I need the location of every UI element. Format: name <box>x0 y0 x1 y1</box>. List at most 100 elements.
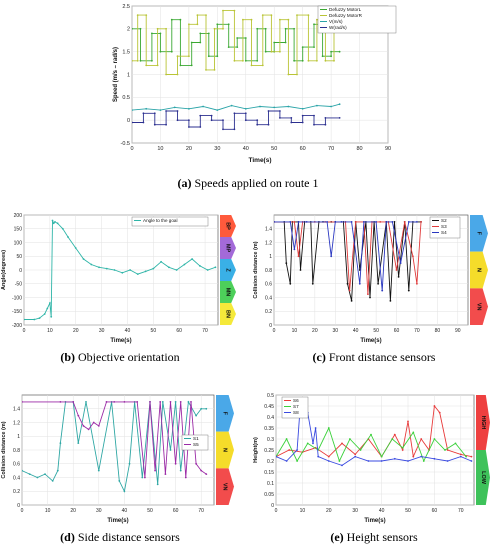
data-point <box>190 401 192 403</box>
data-point <box>142 112 145 115</box>
data-point <box>341 442 343 445</box>
data-point <box>313 46 315 48</box>
x-tick-label: 20 <box>312 328 318 334</box>
data-point <box>145 64 148 67</box>
data-point <box>188 119 190 122</box>
x-tick-label: 60 <box>176 328 182 334</box>
data-point <box>270 50 273 53</box>
data-point <box>169 401 172 403</box>
data-point <box>188 55 190 58</box>
x-tick-label: 60 <box>394 328 400 334</box>
data-point <box>307 59 310 62</box>
data-point <box>139 59 142 62</box>
data-point <box>174 401 177 403</box>
data-point <box>264 50 267 53</box>
x-tick-label: 30 <box>99 328 105 334</box>
data-point <box>284 27 287 30</box>
data-point <box>242 18 244 21</box>
data-point <box>338 103 341 106</box>
data-point <box>348 289 351 292</box>
data-point <box>82 258 85 260</box>
data-point <box>358 282 361 285</box>
data-point <box>164 473 167 475</box>
legend-box <box>317 5 397 34</box>
data-point <box>270 14 273 16</box>
y-tick-label: 0.4 <box>267 415 274 421</box>
caption-b-letter: (b) <box>60 350 76 364</box>
data-point <box>222 119 224 122</box>
x-tick-label: 10 <box>45 508 51 514</box>
data-point <box>264 27 267 30</box>
caption-a: (a) Speeds applied on route 1 <box>0 176 496 191</box>
data-point <box>244 119 247 122</box>
data-point <box>324 59 327 62</box>
series-group <box>24 219 217 321</box>
data-point <box>85 401 87 403</box>
x-tick-label: 90 <box>455 328 461 334</box>
data-point <box>393 221 396 223</box>
data-point <box>141 476 144 479</box>
data-point <box>244 59 247 62</box>
data-point <box>210 114 213 117</box>
data-point <box>188 107 190 110</box>
data-point <box>354 221 357 223</box>
data-point <box>74 247 77 249</box>
data-point <box>349 438 351 440</box>
data-point <box>22 469 23 472</box>
caption-a-letter: (a) <box>177 176 192 190</box>
data-point <box>333 59 335 62</box>
data-point <box>216 23 219 26</box>
x-tick-label: 0 <box>21 508 24 514</box>
data-point <box>222 128 224 131</box>
data-point <box>236 37 239 39</box>
data-point <box>433 457 436 460</box>
y-tick-label: 0.6 <box>265 282 272 288</box>
data-point <box>380 460 383 462</box>
data-point <box>301 59 304 62</box>
data-point <box>233 112 236 115</box>
data-point <box>46 307 49 310</box>
y-tick-label: 1.2 <box>265 240 272 246</box>
data-point <box>285 262 288 264</box>
data-point <box>142 121 145 124</box>
data-point <box>169 449 172 451</box>
y-axis-label: Collision distance (m) <box>1 421 7 478</box>
y-tick-label: 200 <box>14 213 23 219</box>
data-point <box>24 318 25 321</box>
data-point <box>136 401 139 403</box>
x-tick-label: 30 <box>332 328 338 334</box>
x-axis-label: Time(s) <box>249 157 272 164</box>
data-point <box>22 401 23 403</box>
data-point <box>377 282 379 285</box>
x-tick-label: 50 <box>405 508 411 514</box>
data-point <box>288 449 291 451</box>
data-point <box>244 112 247 115</box>
data-point <box>44 473 46 475</box>
data-point <box>144 476 146 479</box>
y-tick-label: -200 <box>12 323 22 329</box>
data-point <box>279 18 281 21</box>
data-point <box>327 427 330 429</box>
data-point <box>261 64 264 67</box>
data-point <box>312 442 314 445</box>
zone-label: VN <box>222 483 228 491</box>
data-point <box>354 453 357 456</box>
data-point <box>341 464 343 467</box>
data-point <box>90 263 93 266</box>
data-point <box>139 27 142 30</box>
data-point <box>132 59 133 62</box>
data-point <box>136 273 139 275</box>
y-tick-label: 0.45 <box>264 404 274 410</box>
data-point <box>200 407 203 410</box>
x-tick-label: 40 <box>122 508 128 514</box>
zone-label: Z <box>225 268 231 272</box>
zone-label: F <box>476 232 482 236</box>
data-point <box>153 112 156 115</box>
data-point <box>297 255 300 258</box>
data-point <box>391 438 394 440</box>
legend-label: S5 <box>193 442 199 447</box>
data-point <box>293 27 295 30</box>
data-point <box>465 455 467 458</box>
data-point <box>433 438 436 440</box>
data-point <box>256 123 259 126</box>
